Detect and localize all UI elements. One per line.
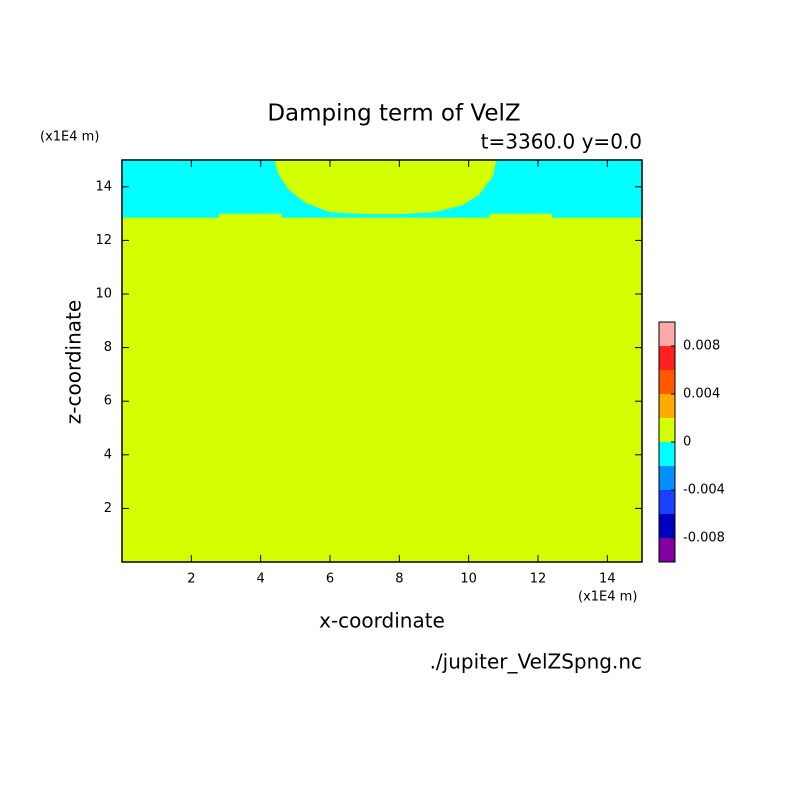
chart-title: Damping term of VelZ (267, 101, 520, 127)
subtitle: t=3360.0 y=0.0 (481, 130, 642, 154)
source-file: ./jupiter_VelZSpng.nc (430, 650, 642, 674)
colorbar-segment (659, 466, 675, 490)
x-unit: (x1E4 m) (578, 590, 637, 605)
x-tick-label: 2 (187, 572, 195, 587)
colorbar-segment (659, 442, 675, 466)
x-tick-label: 4 (257, 572, 265, 587)
colorbar-tick-label: -0.008 (683, 531, 725, 546)
colorbar-tick-label: 0.008 (683, 339, 720, 354)
plot-frame (121, 159, 643, 563)
x-axis-label: x-coordinate (319, 609, 445, 633)
y-tick-label: 4 (104, 447, 112, 462)
y-unit: (x1E4 m) (40, 130, 99, 145)
y-tick-label: 6 (104, 394, 112, 409)
colorbar-tick-label: 0.004 (683, 387, 720, 402)
contour-region (122, 160, 642, 218)
colorbar-segment (659, 370, 675, 394)
field-background (122, 160, 642, 562)
colorbar-segment (659, 394, 675, 418)
y-tick-label: 10 (95, 287, 112, 302)
y-tick-label: 14 (95, 179, 112, 194)
colorbar-segment (659, 346, 675, 370)
x-tick-label: 12 (530, 572, 547, 587)
x-tick-label: 10 (460, 572, 477, 587)
colorbar-segment (659, 538, 675, 562)
x-tick-label: 14 (599, 572, 616, 587)
colorbar-segment (659, 490, 675, 514)
y-tick-label: 2 (104, 501, 112, 516)
y-tick-label: 12 (95, 233, 112, 248)
y-tick-label: 8 (104, 340, 112, 355)
x-tick-label: 8 (395, 572, 403, 587)
x-tick-label: 6 (326, 572, 334, 587)
colorbar-tick-label: -0.004 (683, 483, 725, 498)
colorbar-segment (659, 514, 675, 538)
colorbar-tick-label: 0 (683, 435, 691, 450)
colorbar-segment (659, 418, 675, 442)
y-axis-label: z-coordinate (62, 300, 86, 424)
colorbar-segment (659, 322, 675, 346)
